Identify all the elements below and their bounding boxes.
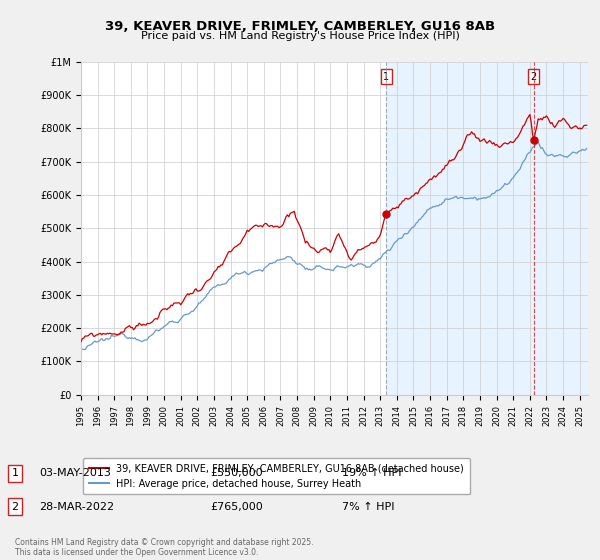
Text: 19% ↑ HPI: 19% ↑ HPI (342, 468, 401, 478)
Legend: 39, KEAVER DRIVE, FRIMLEY, CAMBERLEY, GU16 8AB (detached house), HPI: Average pr: 39, KEAVER DRIVE, FRIMLEY, CAMBERLEY, GU… (83, 458, 470, 494)
Text: 39, KEAVER DRIVE, FRIMLEY, CAMBERLEY, GU16 8AB: 39, KEAVER DRIVE, FRIMLEY, CAMBERLEY, GU… (105, 20, 495, 32)
Text: 1: 1 (11, 468, 19, 478)
Text: £550,000: £550,000 (210, 468, 263, 478)
Text: Contains HM Land Registry data © Crown copyright and database right 2025.
This d: Contains HM Land Registry data © Crown c… (15, 538, 314, 557)
Bar (386, 62, 588, 395)
Text: 28-MAR-2022: 28-MAR-2022 (39, 502, 114, 512)
Text: £765,000: £765,000 (210, 502, 263, 512)
Text: 2: 2 (11, 502, 19, 512)
Text: 03-MAY-2013: 03-MAY-2013 (39, 468, 111, 478)
Text: 7% ↑ HPI: 7% ↑ HPI (342, 502, 395, 512)
Text: 2: 2 (530, 72, 537, 82)
Text: Price paid vs. HM Land Registry's House Price Index (HPI): Price paid vs. HM Land Registry's House … (140, 31, 460, 41)
Text: 1: 1 (383, 72, 389, 82)
